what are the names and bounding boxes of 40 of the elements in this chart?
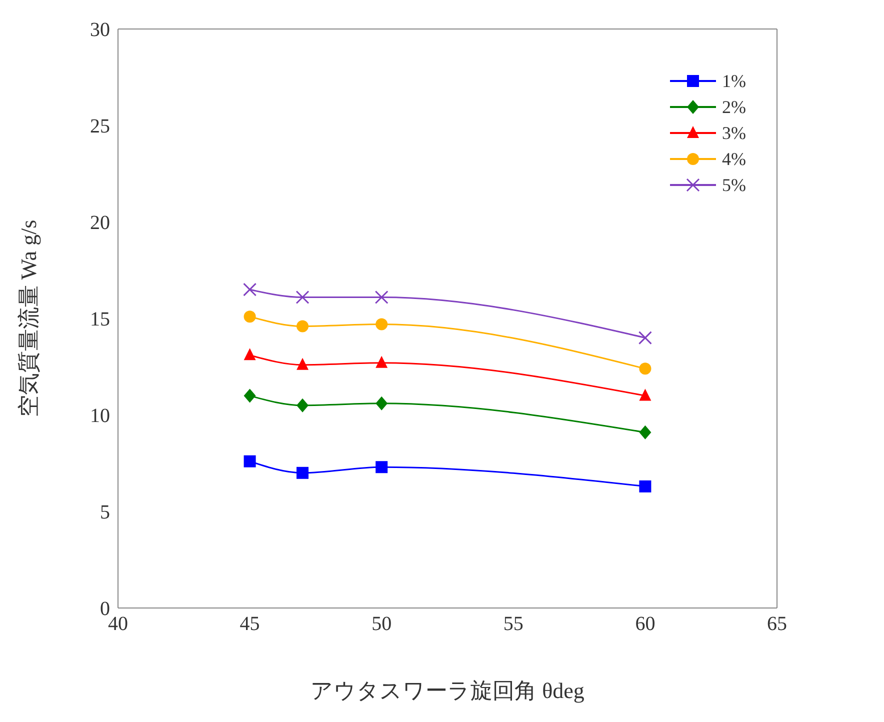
point bbox=[243, 282, 257, 296]
y-tick-label: 15 bbox=[90, 308, 110, 331]
point bbox=[244, 348, 256, 360]
y-tick-label: 20 bbox=[90, 212, 110, 234]
point bbox=[244, 388, 256, 403]
y-tick-label: 10 bbox=[90, 405, 110, 428]
y-tick-label: 0 bbox=[100, 598, 110, 620]
legend-label: 5% bbox=[722, 174, 746, 196]
x-axis-title: アウタスワーラ旋回角 θdeg bbox=[310, 678, 584, 703]
point bbox=[376, 318, 388, 330]
x-tick-label: 50 bbox=[372, 613, 392, 636]
x-tick-label: 45 bbox=[240, 613, 260, 636]
point bbox=[374, 290, 388, 304]
point bbox=[296, 466, 309, 479]
legend-label: 1% bbox=[722, 70, 746, 92]
y-tick-label: 30 bbox=[90, 19, 110, 42]
x-tick-label: 65 bbox=[767, 613, 787, 636]
point bbox=[296, 290, 310, 304]
x-tick-label: 40 bbox=[108, 613, 128, 636]
point bbox=[244, 455, 256, 468]
point bbox=[376, 461, 388, 474]
x-tick-label: 55 bbox=[503, 613, 524, 636]
y-tick-label: 5 bbox=[100, 502, 110, 524]
point bbox=[376, 356, 388, 368]
y-axis-title: 空気質量流量 Wa g/s bbox=[16, 220, 41, 418]
point bbox=[296, 398, 309, 412]
point bbox=[296, 358, 309, 370]
x-tick-label: 60 bbox=[635, 613, 656, 636]
point bbox=[639, 388, 652, 401]
y-tick-label: 25 bbox=[90, 116, 110, 138]
point bbox=[639, 480, 652, 492]
point bbox=[639, 362, 652, 375]
legend-label: 4% bbox=[722, 148, 746, 170]
point bbox=[639, 425, 652, 440]
point bbox=[638, 331, 652, 345]
point bbox=[296, 320, 309, 332]
point bbox=[376, 396, 388, 410]
legend-label: 2% bbox=[722, 96, 746, 118]
point bbox=[244, 310, 256, 323]
legend-label: 3% bbox=[722, 122, 746, 144]
